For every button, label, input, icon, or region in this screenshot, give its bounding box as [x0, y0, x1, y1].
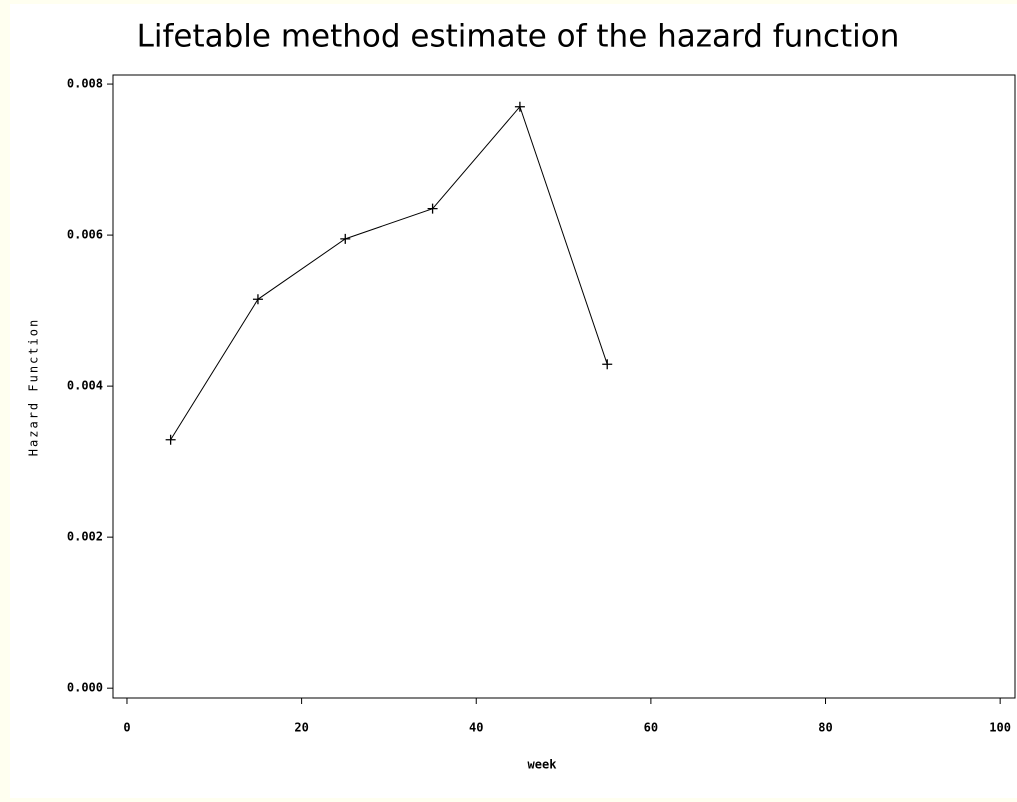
y-tick-label: 0.006	[67, 228, 103, 242]
point-marker	[165, 434, 176, 445]
x-tick-label: 100	[989, 721, 1011, 735]
x-tick-label: 0	[123, 721, 130, 735]
point-marker	[252, 294, 263, 305]
chart-title: Lifetable method estimate of the hazard …	[137, 19, 900, 55]
y-axis-label: Hazard Function	[27, 318, 41, 456]
point-marker	[427, 203, 438, 214]
y-tick-label: 0.004	[67, 379, 103, 393]
point-marker	[340, 233, 351, 244]
x-tick-label: 60	[644, 721, 658, 735]
x-axis-label: week	[528, 758, 558, 772]
point-marker	[514, 101, 525, 112]
background	[10, 4, 1017, 798]
x-tick-label: 40	[469, 721, 483, 735]
y-tick-label: 0.008	[67, 77, 103, 91]
point-marker	[602, 359, 613, 370]
x-tick-label: 80	[818, 721, 832, 735]
y-tick-label: 0.002	[67, 530, 103, 544]
series-line	[170, 105, 608, 441]
y-tick-label: 0.000	[67, 681, 103, 695]
x-tick-label: 20	[294, 721, 308, 735]
